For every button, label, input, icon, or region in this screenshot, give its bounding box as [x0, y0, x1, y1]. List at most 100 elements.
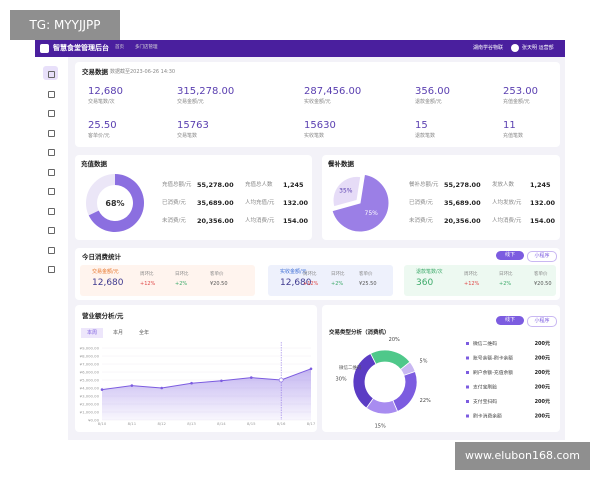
sidebar-icon[interactable] — [48, 71, 55, 78]
panel-stat-label: 日环比 — [331, 272, 345, 277]
panel-value: 12,680 — [280, 278, 312, 288]
panel-name: 交易金额/元 — [92, 269, 119, 275]
sidebar-icon[interactable] — [48, 110, 55, 117]
row-label: 充值总额/元 — [162, 182, 192, 188]
nav-item: 多门店管理 — [135, 45, 158, 50]
user-name: 张天明 运营部 — [522, 45, 554, 51]
section-title: 交易数据 — [82, 68, 108, 76]
stat-label: 交易笔数 — [177, 133, 198, 139]
row-value: 154.00 — [283, 217, 309, 225]
panel-stat-label: 周环比 — [140, 272, 154, 277]
row-value: 55,278.00 — [444, 181, 481, 189]
stat-label: 客单价/元 — [88, 133, 110, 139]
toggle-button[interactable]: 小程序 — [527, 316, 557, 327]
panel-stat-value: ¥25.50 — [359, 281, 377, 287]
stat-label: 充值金额/元 — [503, 99, 530, 105]
toggle-button[interactable]: 线下 — [496, 251, 524, 260]
sidebar-icon[interactable] — [48, 266, 55, 273]
meal-card — [322, 155, 560, 240]
sidebar-icon[interactable] — [48, 149, 55, 156]
row-value: 132.00 — [283, 199, 309, 207]
stat-value: 12,680 — [88, 86, 123, 97]
sidebar-icon[interactable] — [48, 129, 55, 137]
row-label: 人均消费/元 — [245, 218, 275, 224]
sidebar-icon[interactable] — [48, 227, 55, 234]
stat-value: 11 — [503, 120, 516, 131]
row-value: 1,245 — [530, 181, 551, 189]
panel-stat-value: ¥20.50 — [210, 281, 228, 287]
row-value: 55,278.00 — [197, 181, 234, 189]
toggle-button[interactable]: 线下 — [496, 316, 524, 325]
panel-value: 12,680 — [92, 278, 124, 288]
avatar[interactable] — [511, 44, 519, 52]
stat-label: 实收笔数 — [304, 133, 325, 139]
row-label: 未消费/元 — [409, 218, 433, 224]
panel-stat-value: +2% — [175, 281, 188, 287]
panel-stat-value: ¥20.50 — [534, 281, 552, 287]
row-label: 人均充值/元 — [245, 200, 275, 206]
update-time: 数据截至2023-06-26 14:30 — [110, 69, 176, 75]
tab[interactable]: 本周 — [81, 328, 103, 338]
panel-value: 360 — [416, 278, 434, 288]
panel-stat-value: +2% — [331, 281, 344, 287]
section-title: 餐补数据 — [328, 160, 354, 168]
row-value: 132.00 — [530, 199, 556, 207]
recharge-card — [75, 155, 312, 240]
today-panel — [80, 265, 255, 296]
panel-stat-value: +12% — [464, 281, 480, 287]
tab[interactable]: 全年 — [138, 330, 149, 336]
panel-name: 退款笔数/次 — [416, 269, 443, 275]
panel-stat-value: +12% — [140, 281, 156, 287]
watermark: TG: MYYJJPP — [10, 10, 120, 40]
sidebar — [35, 57, 68, 440]
panel-stat-label: 日环比 — [499, 272, 513, 277]
stat-value: 253.00 — [503, 86, 538, 97]
row-label: 已消费/元 — [162, 200, 186, 206]
toggle-button[interactable]: 小程序 — [527, 251, 557, 262]
section-title: 营业额分析/元 — [82, 312, 124, 320]
trade-card — [75, 62, 560, 147]
row-label: 餐补总额/元 — [409, 182, 439, 188]
row-label: 发放人数 — [492, 182, 515, 188]
row-label: 未消费/元 — [162, 218, 186, 224]
row-value: 154.00 — [530, 217, 556, 225]
footer-site: www.elubon168.com — [455, 442, 590, 470]
row-value: 1,245 — [283, 181, 304, 189]
row-label: 人均发放/元 — [492, 200, 522, 206]
stat-value: 25.50 — [88, 120, 117, 131]
types-card — [322, 305, 560, 432]
stat-label: 交易笔数/次 — [88, 99, 115, 105]
tab[interactable]: 本月 — [112, 330, 123, 336]
stat-value: 315,278.00 — [177, 86, 235, 97]
row-label: 充值总人数 — [245, 182, 273, 188]
section-title: 交易类型分析（消费机） — [329, 330, 390, 336]
stat-value: 287,456.00 — [304, 86, 362, 97]
header-title: 智慧食堂管理后台 — [53, 44, 109, 52]
row-value: 20,356.00 — [444, 217, 481, 225]
panel-stat-label: 客单价 — [359, 272, 373, 277]
panel-stat-value: +2% — [499, 281, 512, 287]
stat-value: 15630 — [304, 120, 336, 131]
panel-stat-label: 日环比 — [175, 272, 189, 277]
stat-value: 356.00 — [415, 86, 450, 97]
sidebar-icon[interactable] — [48, 188, 55, 195]
sidebar-icon[interactable] — [48, 90, 55, 98]
nav-item: 首页 — [115, 45, 124, 50]
sidebar-icon[interactable] — [48, 207, 55, 215]
panel-name: 实收金额/元 — [280, 269, 307, 275]
row-value: 35,689.00 — [444, 199, 481, 207]
stat-value: 15 — [415, 120, 428, 131]
sidebar-icon[interactable] — [48, 246, 55, 254]
today-panel — [268, 265, 393, 296]
panel-stat-label: 周环比 — [303, 272, 317, 277]
panel-stat-label: 客单价 — [534, 272, 548, 277]
revenue-card — [75, 305, 317, 432]
sidebar-icon[interactable] — [48, 168, 55, 176]
row-value: 35,689.00 — [197, 199, 234, 207]
section-title: 今日消费统计 — [82, 253, 121, 261]
stat-value: 15763 — [177, 120, 209, 131]
logo — [40, 44, 49, 53]
panel-stat-value: +12% — [303, 281, 319, 287]
row-value: 20,356.00 — [197, 217, 234, 225]
